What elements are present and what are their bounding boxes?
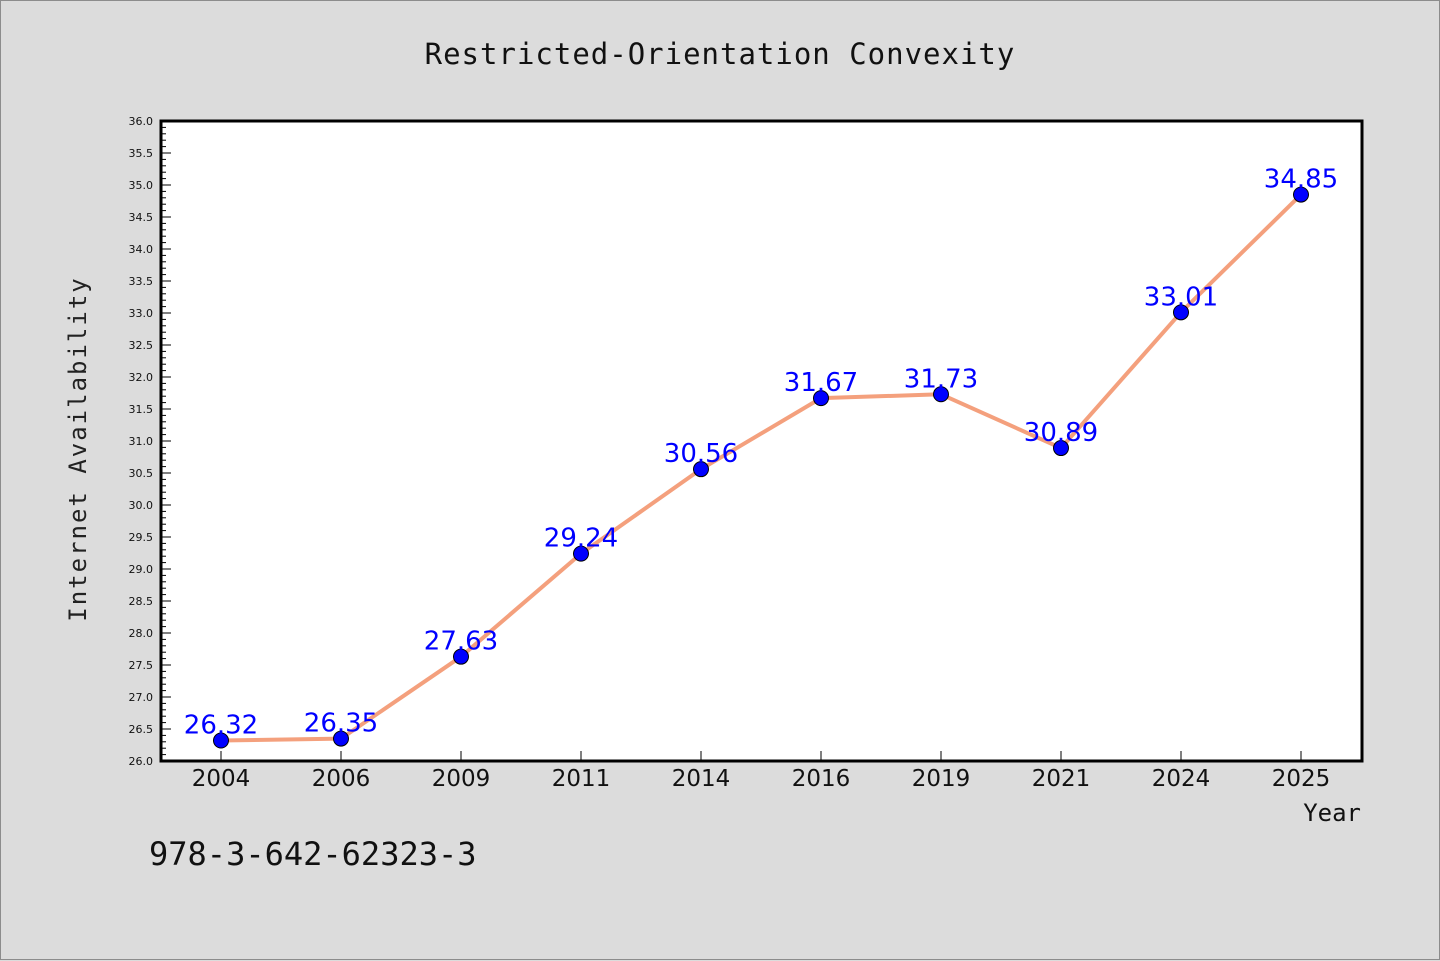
x-tick-label: 2019 bbox=[912, 766, 971, 792]
x-tick-label: 2011 bbox=[552, 766, 611, 792]
y-tick-label: 30.0 bbox=[129, 499, 154, 512]
x-tick-label: 2006 bbox=[312, 766, 371, 792]
y-tick-label: 34.5 bbox=[129, 211, 154, 224]
x-axis-tick-labels: 2004 2006 2009 2011 2014 2016 2019 2021 2024 2025 bbox=[192, 766, 1331, 792]
chart-title: Restricted-Orientation Convexity bbox=[425, 37, 1016, 71]
data-label: 27.63 bbox=[424, 627, 498, 657]
y-tick-label: 28.0 bbox=[129, 627, 154, 640]
data-label: 26.35 bbox=[304, 709, 378, 739]
y-tick-label: 30.5 bbox=[129, 467, 154, 480]
y-axis-label: Internet Availability bbox=[64, 276, 92, 621]
data-point-marker bbox=[1293, 186, 1309, 203]
data-point-marker bbox=[213, 732, 229, 749]
series-line bbox=[220, 193, 1303, 743]
y-tick-label: 32.0 bbox=[129, 371, 154, 384]
y-axis-ticks bbox=[161, 120, 171, 762]
plot-area bbox=[159, 119, 1364, 763]
y-tick-label: 27.0 bbox=[129, 691, 154, 704]
y-tick-label: 32.5 bbox=[129, 339, 154, 352]
y-tick-label: 33.5 bbox=[129, 275, 154, 288]
data-point-marker bbox=[813, 390, 829, 407]
y-tick-label: 31.5 bbox=[129, 403, 154, 416]
x-tick-label: 2014 bbox=[672, 766, 731, 792]
data-label: 26.32 bbox=[184, 711, 258, 741]
data-markers bbox=[213, 186, 1309, 749]
y-tick-label: 27.5 bbox=[129, 659, 154, 672]
isbn-annotation: 978-3-642-62323-3 bbox=[149, 835, 477, 873]
x-tick-label: 2004 bbox=[192, 766, 251, 792]
y-tick-label: 29.0 bbox=[129, 563, 154, 576]
x-tick-label: 2024 bbox=[1152, 766, 1211, 792]
y-tick-label: 28.5 bbox=[129, 595, 154, 608]
x-tick-label: 2009 bbox=[432, 766, 491, 792]
x-axis-ticks bbox=[220, 751, 1302, 761]
data-point-marker bbox=[1173, 304, 1189, 321]
data-point-marker bbox=[453, 648, 469, 665]
x-tick-label: 2021 bbox=[1032, 766, 1091, 792]
data-label: 31.73 bbox=[904, 364, 978, 394]
y-tick-label: 26.0 bbox=[129, 755, 154, 768]
data-label: 30.56 bbox=[664, 439, 738, 469]
data-point-marker bbox=[933, 386, 949, 403]
data-point-marker bbox=[573, 545, 589, 562]
y-tick-label: 35.0 bbox=[129, 179, 154, 192]
y-tick-label: 36.0 bbox=[129, 115, 154, 128]
data-point-marker bbox=[693, 461, 709, 478]
y-tick-label: 33.0 bbox=[129, 307, 154, 320]
data-label: 34.85 bbox=[1264, 165, 1338, 195]
y-axis-tick-labels: 26.0 26.5 27.0 27.5 28.0 28.5 29.0 29.5 30.0 30.5… bbox=[129, 115, 154, 768]
y-tick-label: 35.5 bbox=[129, 147, 154, 160]
y-tick-label: 31.0 bbox=[129, 435, 154, 448]
x-tick-label: 2025 bbox=[1272, 766, 1331, 792]
data-label: 31.67 bbox=[784, 368, 858, 398]
data-label: 33.01 bbox=[1144, 282, 1218, 312]
x-tick-label: 2016 bbox=[792, 766, 851, 792]
data-labels: 26.32 26.35 27.63 29.24 30.56 31.67 31.73 30.89… bbox=[184, 165, 1338, 741]
data-label: 29.24 bbox=[544, 524, 618, 554]
data-point-marker bbox=[1053, 440, 1069, 457]
y-tick-label: 26.5 bbox=[129, 723, 154, 736]
y-tick-label: 29.5 bbox=[129, 531, 154, 544]
data-label: 30.89 bbox=[1024, 418, 1098, 448]
y-tick-label: 34.0 bbox=[129, 243, 154, 256]
data-point-marker bbox=[333, 730, 349, 747]
x-axis-label: Year bbox=[1303, 799, 1361, 827]
